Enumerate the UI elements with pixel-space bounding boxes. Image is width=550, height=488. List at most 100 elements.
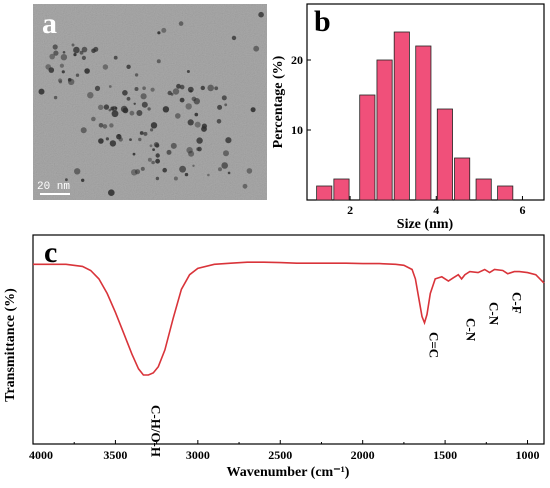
panel-a: a 20 nm — [33, 4, 267, 200]
tem-particle — [102, 124, 108, 129]
tem-particle — [231, 35, 237, 41]
tem-particle — [79, 50, 84, 55]
peak-annotation: C-F — [510, 292, 525, 314]
x-tick-label: 2000 — [351, 448, 375, 462]
tem-particle — [149, 144, 153, 148]
tem-particle — [207, 173, 210, 177]
tem-particle — [98, 138, 104, 144]
tem-particle — [223, 150, 229, 157]
tem-particle — [102, 64, 109, 70]
peak-annotation: C=C — [427, 332, 442, 358]
tem-particle — [218, 167, 222, 172]
x-axis-title: Size (nm) — [397, 217, 454, 232]
tem-particle — [147, 107, 151, 111]
tem-particle — [71, 43, 75, 47]
tem-particle — [120, 105, 128, 113]
tem-particle — [87, 92, 94, 99]
tem-particle — [216, 119, 222, 124]
tem-particle — [196, 137, 203, 144]
tem-particle — [155, 158, 161, 164]
tem-particle — [221, 95, 227, 101]
tem-particle — [224, 103, 228, 107]
x-tick-label: 1000 — [516, 448, 540, 462]
tem-particle — [53, 95, 58, 100]
tem-particle — [194, 121, 201, 128]
tem-particle — [141, 101, 148, 108]
x-tick-label: 6 — [519, 203, 525, 217]
tem-particle — [217, 104, 223, 110]
tem-particle — [126, 96, 131, 101]
tem-particle — [59, 63, 64, 68]
x-tick-label: 2500 — [268, 448, 292, 462]
tem-particle — [150, 87, 155, 92]
tem-particle — [53, 50, 59, 56]
tem-particle — [258, 11, 264, 18]
tem-particle — [253, 45, 260, 52]
tem-particle — [74, 168, 81, 175]
tem-particle — [118, 137, 123, 142]
tem-particle — [191, 96, 197, 102]
histogram-bar — [475, 178, 492, 201]
tem-particle — [98, 104, 104, 111]
tem-particle — [67, 78, 72, 82]
tem-particle — [161, 27, 167, 33]
x-tick-label: 4000 — [29, 448, 53, 462]
tem-particle — [132, 152, 136, 156]
panel-b-letter: b — [314, 5, 331, 38]
tem-particle — [225, 137, 232, 144]
tem-particle — [173, 176, 178, 181]
y-tick-label: 10 — [291, 123, 303, 137]
tem-particle — [157, 31, 161, 35]
x-tick-label: 3500 — [103, 448, 127, 462]
tem-particle — [192, 164, 195, 167]
x-axis-title: Wavenumber (cm⁻¹) — [227, 465, 350, 480]
tem-particle — [133, 102, 136, 106]
tem-particle — [221, 162, 228, 169]
histogram-bar — [436, 108, 453, 201]
tem-particle — [179, 165, 187, 173]
tem-particle — [134, 73, 139, 77]
tem-particle — [150, 128, 154, 132]
tem-particle — [187, 86, 194, 93]
tem-particle — [155, 153, 160, 158]
tem-particle — [84, 68, 90, 74]
ftir-spectrum-line — [33, 261, 545, 376]
tem-particle — [81, 55, 86, 61]
tem-particle — [62, 51, 66, 54]
scale-bar-label: 20 nm — [37, 181, 70, 193]
tem-particle — [175, 113, 181, 119]
tem-particle — [155, 176, 160, 181]
tem-particle — [246, 168, 253, 174]
tem-particle — [142, 86, 146, 90]
x-ticks: 2 4 6 — [347, 196, 525, 217]
histogram-bar — [333, 178, 350, 201]
tem-particle — [105, 137, 109, 141]
tem-particle — [185, 103, 192, 110]
tem-particle — [153, 142, 159, 148]
tem-particle — [162, 106, 170, 113]
tem-particle — [143, 131, 148, 136]
tem-particle — [227, 171, 231, 175]
panel-c-letter: c — [44, 236, 57, 269]
y-axis-title: Transmittance (%) — [3, 288, 18, 402]
x-ticks: 4000 3500 3000 2500 2000 1500 1000 — [29, 440, 540, 462]
tem-particle — [201, 126, 207, 132]
tem-particle — [176, 83, 181, 89]
tem-particle — [49, 53, 55, 60]
peak-annotation: C-H/O-H — [149, 405, 164, 457]
tem-particle — [73, 46, 80, 54]
tem-particle — [117, 134, 121, 137]
tem-particle — [111, 110, 119, 118]
tem-particle — [91, 116, 96, 122]
tem-particle — [129, 138, 132, 142]
y-ticks: 10 20 — [291, 53, 311, 201]
tem-particle — [140, 166, 145, 171]
tem-particle — [187, 119, 194, 126]
tem-particle — [109, 123, 114, 128]
tem-particle — [186, 70, 190, 73]
tem-particle — [94, 85, 101, 91]
tem-particle — [214, 86, 219, 91]
tem-particle — [103, 104, 110, 110]
bars — [316, 31, 514, 201]
